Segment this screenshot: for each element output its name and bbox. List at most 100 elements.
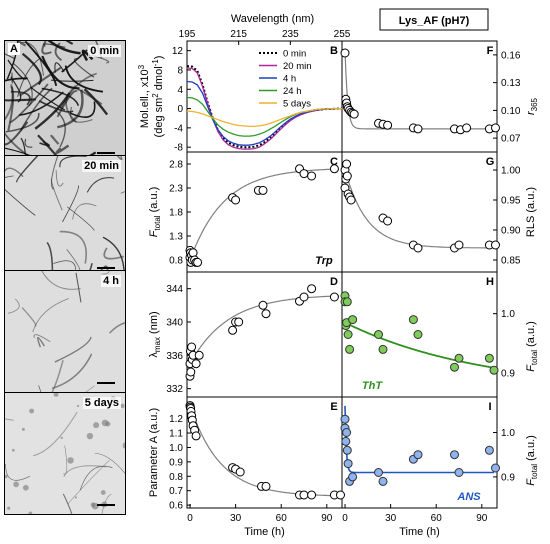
ylabel-f: r365 <box>525 97 539 115</box>
legend-label: 5 days <box>283 99 311 110</box>
fibril <box>59 72 97 110</box>
y-tick-label: 0.07 <box>501 134 521 145</box>
y-tick-label: 1.2 <box>169 414 183 425</box>
data-point-g <box>342 171 352 181</box>
fibril <box>17 57 42 97</box>
fibril <box>37 336 45 348</box>
scale-bar <box>97 152 115 154</box>
panel-label-f: F <box>487 45 494 57</box>
panel-frame-g <box>341 151 498 273</box>
time-label-4h: 4 h <box>101 275 121 287</box>
scale-bar <box>97 267 115 269</box>
ylabel-c: Ftotal (a.u.) <box>148 187 162 238</box>
fibril <box>59 156 87 168</box>
data-point-d <box>329 292 339 302</box>
fibril <box>7 298 20 314</box>
y-tick-label: 0.90 <box>501 226 521 237</box>
fibril <box>72 203 97 220</box>
fibril <box>85 385 95 392</box>
fibril <box>55 144 70 154</box>
y-tick-label: 2.8 <box>169 160 183 171</box>
aggregate-speck <box>29 408 35 414</box>
data-point-c <box>193 257 203 267</box>
data-point-f <box>349 109 359 119</box>
data-point-f <box>413 124 423 134</box>
data-point-h <box>378 344 388 354</box>
fibril <box>50 79 94 82</box>
aggregate-speck <box>13 481 19 488</box>
data-point-d <box>191 359 201 369</box>
y-tick-label: 8 <box>177 65 183 76</box>
panel-label-i: I <box>488 401 491 413</box>
aggregate-speck <box>7 506 11 510</box>
fibril <box>57 89 84 129</box>
data-point-i <box>491 463 500 473</box>
fibril <box>5 98 36 102</box>
data-point-d <box>299 292 309 302</box>
aggregate-speck <box>53 393 59 397</box>
data-point-e <box>307 490 317 500</box>
scale-bar <box>97 382 115 384</box>
data-point-c <box>329 164 339 174</box>
panel-label-c: C <box>330 156 338 168</box>
y-tick-label: 0.9 <box>501 369 515 380</box>
y-tick-label: 0 <box>177 104 183 115</box>
panel-label-a: A <box>8 43 20 55</box>
data-point-d <box>261 309 271 319</box>
data-point-i <box>454 468 464 477</box>
x-tick-label: 0 <box>342 513 348 524</box>
fibril <box>54 62 65 73</box>
legend-label: 0 min <box>283 49 306 60</box>
fibril <box>50 156 59 190</box>
data-point-d <box>187 342 197 352</box>
fibril-texture-4h <box>5 271 125 392</box>
fibril <box>19 91 64 116</box>
data-point-i <box>343 459 353 469</box>
aggregate-speck <box>60 436 63 440</box>
aggregate-speck <box>93 422 100 429</box>
tag-tht: ThT <box>362 380 383 392</box>
x-tick-label: 215 <box>230 29 247 40</box>
x-tick-label: 195 <box>179 29 196 40</box>
fibril <box>69 101 96 118</box>
x-tick-label: 60 <box>276 513 288 524</box>
tag-ans: ANS <box>456 491 481 503</box>
data-point-e <box>235 467 245 477</box>
data-point-i <box>374 468 383 477</box>
fibril-texture-20min <box>5 156 125 277</box>
aggregate-speck <box>28 511 33 514</box>
data-point-h <box>345 344 355 354</box>
panel-label-d: D <box>330 276 338 288</box>
panel-label-b: B <box>330 45 338 57</box>
fibril <box>73 58 95 78</box>
x-tick-label: 0 <box>187 513 193 524</box>
fibril <box>62 493 73 514</box>
y-tick-label: 1.8 <box>169 208 183 219</box>
data-point-d <box>307 284 317 294</box>
panel-frame-e <box>186 396 343 509</box>
data-point-d <box>186 367 196 377</box>
data-point-h <box>374 330 383 339</box>
fibril <box>101 271 110 275</box>
data-point-g <box>346 195 356 205</box>
data-point-h <box>489 365 499 375</box>
data-point-i <box>450 450 459 460</box>
fibril <box>75 272 82 303</box>
cd-spectrum-5-days <box>186 107 342 128</box>
y-tick-label: 12 <box>172 46 184 57</box>
fibril <box>55 170 64 187</box>
fibril <box>65 41 74 45</box>
y-tick-label: 0.95 <box>501 196 521 207</box>
y-tick-label: 0.10 <box>501 106 521 117</box>
fibril <box>12 62 33 107</box>
fibril <box>66 206 95 231</box>
y-tick-label: -4 <box>174 123 183 134</box>
fibril <box>86 177 115 193</box>
data-point-i <box>341 436 351 446</box>
fibril <box>21 52 43 86</box>
panel-frame-i <box>341 396 498 509</box>
fibril <box>32 298 69 333</box>
title-box <box>379 8 489 31</box>
data-point-d <box>258 300 268 310</box>
